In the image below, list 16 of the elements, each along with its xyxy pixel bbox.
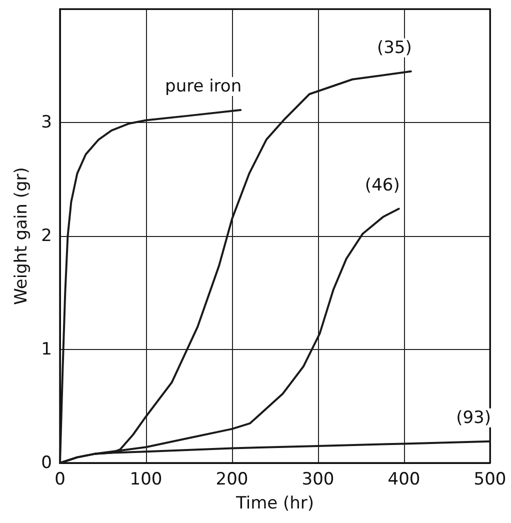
y-tick-label: 0 xyxy=(41,453,52,473)
x-tick-label: 100 xyxy=(130,470,162,490)
x-tick-label: 200 xyxy=(216,470,248,490)
y-axis-title: Weight gain (gr) xyxy=(12,167,32,305)
series-label: (93) xyxy=(456,408,491,428)
x-axis-title: Time (hr) xyxy=(234,494,314,514)
series-label: pure iron xyxy=(165,76,242,97)
x-tick-label: 300 xyxy=(302,470,334,490)
y-tick-label: 3 xyxy=(41,112,52,132)
x-tick-label: 400 xyxy=(388,470,420,490)
series-label: (35) xyxy=(376,38,412,58)
x-tick-label: 500 xyxy=(474,470,506,490)
series-label: (46) xyxy=(364,175,400,196)
x-tick-label: 0 xyxy=(54,470,66,490)
y-tick-label: 2 xyxy=(41,226,52,246)
y-tick-label: 1 xyxy=(41,340,52,360)
